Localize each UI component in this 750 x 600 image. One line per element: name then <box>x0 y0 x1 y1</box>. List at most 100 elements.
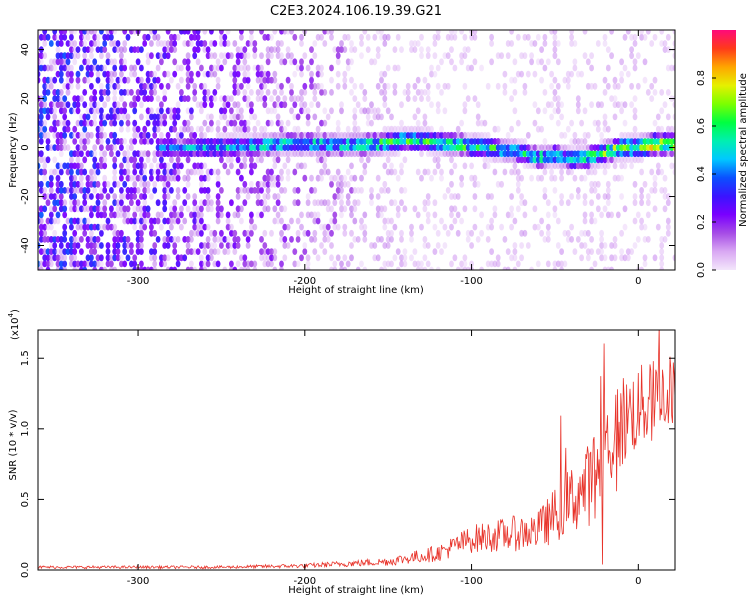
heatmap-cell <box>105 193 111 200</box>
heatmap-cell <box>322 162 328 170</box>
heatmap-cell <box>562 162 568 170</box>
heatmap-cell <box>229 70 234 78</box>
heatmap-cell <box>89 101 94 109</box>
heatmap-cell <box>432 70 438 78</box>
heatmap-cell <box>359 187 364 194</box>
heatmap-cell <box>102 131 108 139</box>
heatmap-cell <box>542 150 548 158</box>
heatmap-cell <box>252 260 258 268</box>
heatmap-cell <box>229 150 234 158</box>
heatmap-cell <box>48 174 54 182</box>
heatmap-cell <box>119 199 124 207</box>
heatmap-cell <box>569 236 574 243</box>
heatmap-cell <box>339 40 344 47</box>
heatmap-cell <box>152 242 158 249</box>
heatmap-cell <box>539 150 544 158</box>
heatmap-cell <box>212 138 218 145</box>
heatmap-cell <box>149 229 154 237</box>
heatmap-cell <box>38 58 44 66</box>
heatmap-cell <box>325 113 331 121</box>
heatmap-cell <box>372 33 378 41</box>
heatmap-cell <box>55 168 61 176</box>
heatmap-cell <box>155 33 161 41</box>
heatmap-cell <box>242 260 248 268</box>
heatmap-cell <box>249 150 254 158</box>
heatmap-cell <box>189 40 194 47</box>
heatmap-cell <box>462 144 468 152</box>
heatmap-cell <box>389 217 394 225</box>
heatmap-cell <box>85 46 91 53</box>
heatmap-cell <box>282 125 288 133</box>
heatmap-cell <box>342 180 348 188</box>
tick-label: 0 <box>635 576 641 587</box>
heatmap-cell <box>38 162 41 170</box>
heatmap-cell <box>269 229 274 237</box>
heatmap-cell <box>232 236 238 243</box>
heatmap-cell <box>619 150 624 158</box>
heatmap-cell <box>552 211 558 219</box>
heatmap-cell <box>569 40 574 47</box>
heatmap-cell <box>565 76 571 84</box>
heatmap-cell <box>622 138 628 145</box>
heatmap-cell <box>335 144 341 152</box>
heatmap-cell <box>52 119 58 127</box>
heatmap-cell <box>602 168 608 176</box>
heatmap-cell <box>669 64 675 72</box>
heatmap-cell <box>415 89 421 96</box>
heatmap-cell <box>409 131 414 139</box>
heatmap-cell <box>632 33 638 41</box>
heatmap-cell <box>422 236 428 243</box>
heatmap-cell <box>169 187 174 194</box>
heatmap-cell <box>159 260 164 268</box>
heatmap-cell <box>549 162 554 170</box>
heatmap-cell <box>269 52 274 60</box>
heatmap-cell <box>125 144 131 152</box>
heatmap-cell <box>455 131 461 139</box>
heatmap-cell <box>42 125 48 133</box>
heatmap-cell <box>305 260 311 268</box>
heatmap-cell <box>459 144 464 152</box>
heatmap-cell <box>419 52 424 60</box>
heatmap-cell <box>362 211 368 219</box>
heatmap-cell <box>242 125 248 133</box>
heatmap-cell <box>462 254 468 262</box>
heatmap-cell <box>402 260 408 268</box>
heatmap-cell <box>55 236 61 243</box>
heatmap-cell <box>185 193 191 200</box>
heatmap-cell <box>65 101 71 109</box>
heatmap-cell <box>272 180 278 188</box>
heatmap-cell <box>132 95 138 102</box>
heatmap-cell <box>82 266 88 270</box>
heatmap-cell <box>149 168 154 176</box>
heatmap-cell <box>505 138 511 145</box>
heatmap-cell <box>102 119 108 127</box>
heatmap-cell <box>329 217 334 225</box>
heatmap-cell <box>229 119 234 127</box>
heatmap-cell <box>349 162 354 170</box>
heatmap-cell <box>38 217 44 225</box>
heatmap-cell <box>92 119 98 127</box>
heatmap-cell <box>169 217 174 225</box>
heatmap-cell <box>605 138 611 145</box>
heatmap-cell <box>352 199 358 207</box>
heatmap-cell <box>265 260 271 268</box>
heatmap-cell <box>72 199 78 207</box>
heatmap-cell <box>209 119 214 127</box>
heatmap-cell <box>92 33 98 41</box>
heatmap-cell <box>92 58 98 66</box>
heatmap-cell <box>425 217 431 225</box>
heatmap-cell <box>542 33 548 41</box>
heatmap-cell <box>462 205 468 213</box>
heatmap-cell <box>415 131 421 139</box>
heatmap-cell <box>85 174 91 182</box>
heatmap-cell <box>442 144 448 152</box>
heatmap-cell <box>112 144 118 152</box>
heatmap-cell <box>249 211 254 219</box>
heatmap-cell <box>385 156 391 164</box>
heatmap-cell <box>449 144 454 152</box>
heatmap-cell <box>292 199 298 207</box>
heatmap-cell <box>522 144 528 152</box>
heatmap-cell <box>465 138 471 145</box>
heatmap-cell <box>522 162 528 170</box>
heatmap-cell <box>225 52 231 60</box>
